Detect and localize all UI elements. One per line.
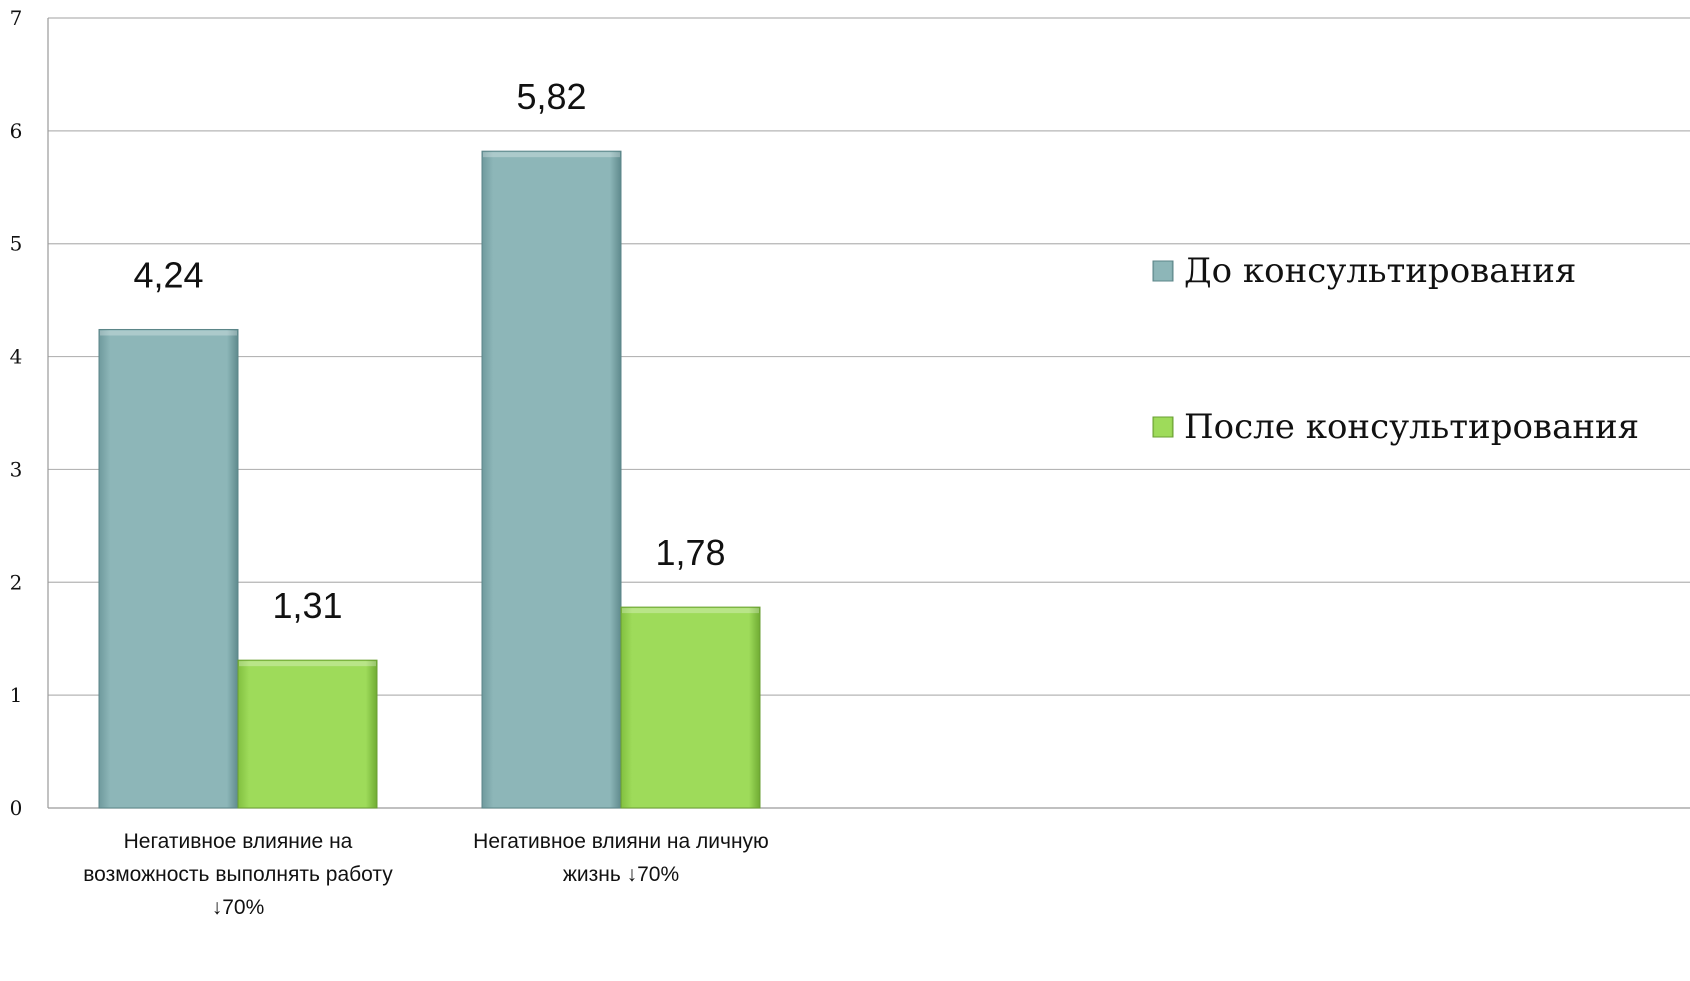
data-labels: 4,24 5,82 1,31 1,78 (133, 76, 725, 626)
bar-before-1 (98, 328, 239, 809)
data-label: 1,78 (655, 532, 725, 573)
bar-bevel (239, 661, 376, 667)
legend: До консультирования После консультировани… (1152, 251, 1639, 447)
bars (98, 150, 761, 809)
y-tick-label: 0 (10, 796, 23, 820)
bar-bevel (622, 608, 759, 614)
y-tick-label: 1 (10, 683, 23, 707)
bar-bevel (100, 330, 237, 336)
y-tick-label: 2 (10, 570, 23, 594)
data-label: 5,82 (516, 76, 586, 117)
x-axis-categories: Негативное влияние на возможность выполня… (83, 830, 769, 919)
data-label: 1,31 (272, 585, 342, 626)
x-category-label: Негативное влияние на возможность выполня… (83, 830, 393, 919)
bar-after-2 (620, 606, 761, 809)
y-tick-label: 5 (10, 232, 23, 256)
legend-label: До консультирования (1184, 251, 1576, 291)
y-tick-label: 4 (10, 345, 23, 369)
y-tick-label: 7 (10, 6, 23, 30)
bar-after-1 (237, 659, 378, 809)
y-tick-label: 6 (10, 119, 23, 143)
legend-swatch (1152, 416, 1174, 438)
bar-before-2 (481, 150, 622, 809)
data-label: 4,24 (133, 254, 203, 295)
bar-bevel (483, 152, 620, 158)
x-category-label: Негативное влияни на личную жизнь ↓70% (473, 830, 769, 886)
y-axis: 0 1 2 3 4 5 6 7 (10, 6, 49, 820)
y-tick-label: 3 (10, 457, 23, 481)
legend-swatch (1152, 260, 1174, 282)
legend-label: После консультирования (1184, 407, 1639, 447)
